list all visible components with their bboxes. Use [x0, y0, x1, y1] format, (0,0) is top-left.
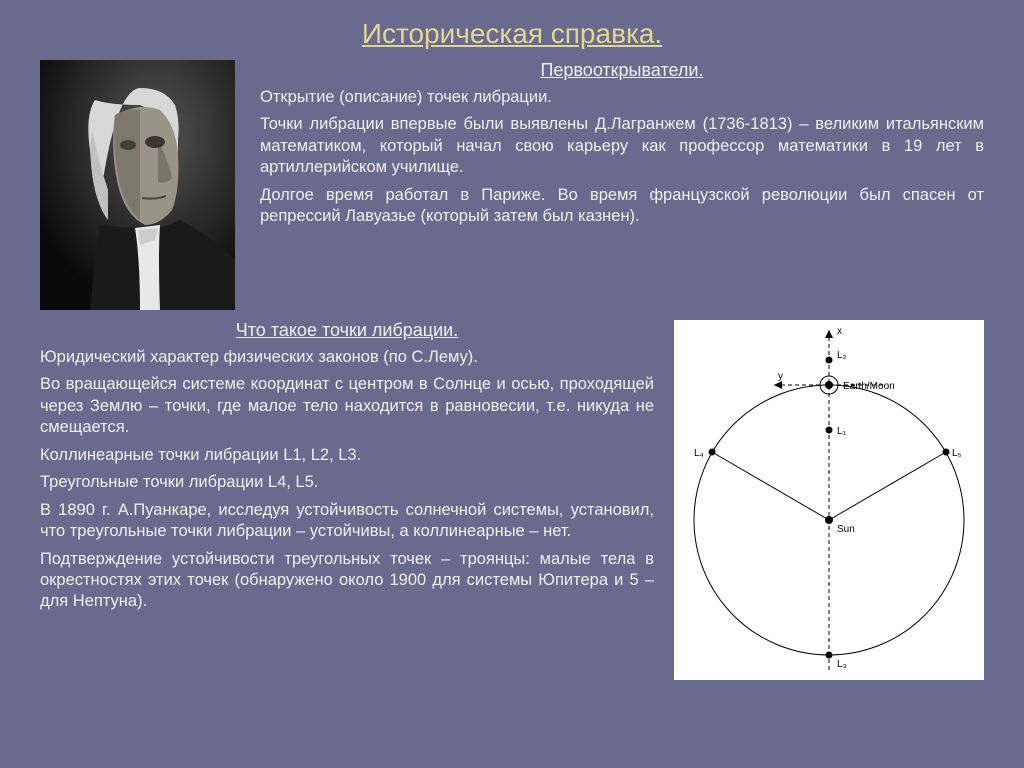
lower-p3: Коллинеарные точки либрации L1, L2, L3. — [40, 445, 654, 466]
discoverers-heading: Первооткрыватели. — [260, 60, 984, 81]
lower-p2: Во вращающейся системе координат с центр… — [40, 374, 654, 438]
page-title: Историческая справка. — [0, 0, 1024, 60]
svg-text:L₃: L₃ — [837, 659, 847, 670]
lower-p1: Юридический характер физических законов … — [40, 347, 654, 368]
portrait-svg — [40, 60, 235, 310]
svg-text:y: y — [778, 371, 783, 382]
lower-p6: Подтверждение устойчивости треугольных т… — [40, 549, 654, 613]
top-section: Первооткрыватели. Открытие (описание) то… — [0, 60, 1024, 310]
lower-section: Что такое точки либрации. Юридический ха… — [0, 310, 1024, 680]
lower-p5: В 1890 г. А.Пуанкаре, исследуя устойчиво… — [40, 500, 654, 543]
svg-text:Earth/Moon: Earth/Moon — [843, 381, 895, 392]
top-p1: Открытие (описание) точек либрации. — [260, 87, 984, 108]
svg-text:Sun: Sun — [837, 524, 855, 535]
svg-text:L₁: L₁ — [837, 426, 847, 437]
svg-text:L₂: L₂ — [837, 350, 847, 361]
lower-p4: Треугольные точки либрации L4, L5. — [40, 472, 654, 493]
svg-text:L₅: L₅ — [952, 448, 962, 459]
lagrange-diagram-svg: x y Earth/Moon Sun L₁ L₂ L₃ L₄ L₅ — [674, 320, 984, 680]
libration-heading: Что такое точки либрации. — [40, 320, 654, 341]
top-text-block: Первооткрыватели. Открытие (описание) то… — [260, 60, 984, 310]
lower-text-block: Что такое точки либрации. Юридический ха… — [40, 320, 654, 680]
svg-text:x: x — [837, 326, 842, 337]
top-p2: Точки либрации впервые были выявлены Д.Л… — [260, 114, 984, 178]
lagrange-diagram: x y Earth/Moon Sun L₁ L₂ L₃ L₄ L₅ — [674, 320, 984, 680]
svg-text:L₄: L₄ — [694, 448, 704, 459]
portrait-lagrange — [40, 60, 235, 310]
top-p3: Долгое время работал в Париже. Во время … — [260, 185, 984, 228]
